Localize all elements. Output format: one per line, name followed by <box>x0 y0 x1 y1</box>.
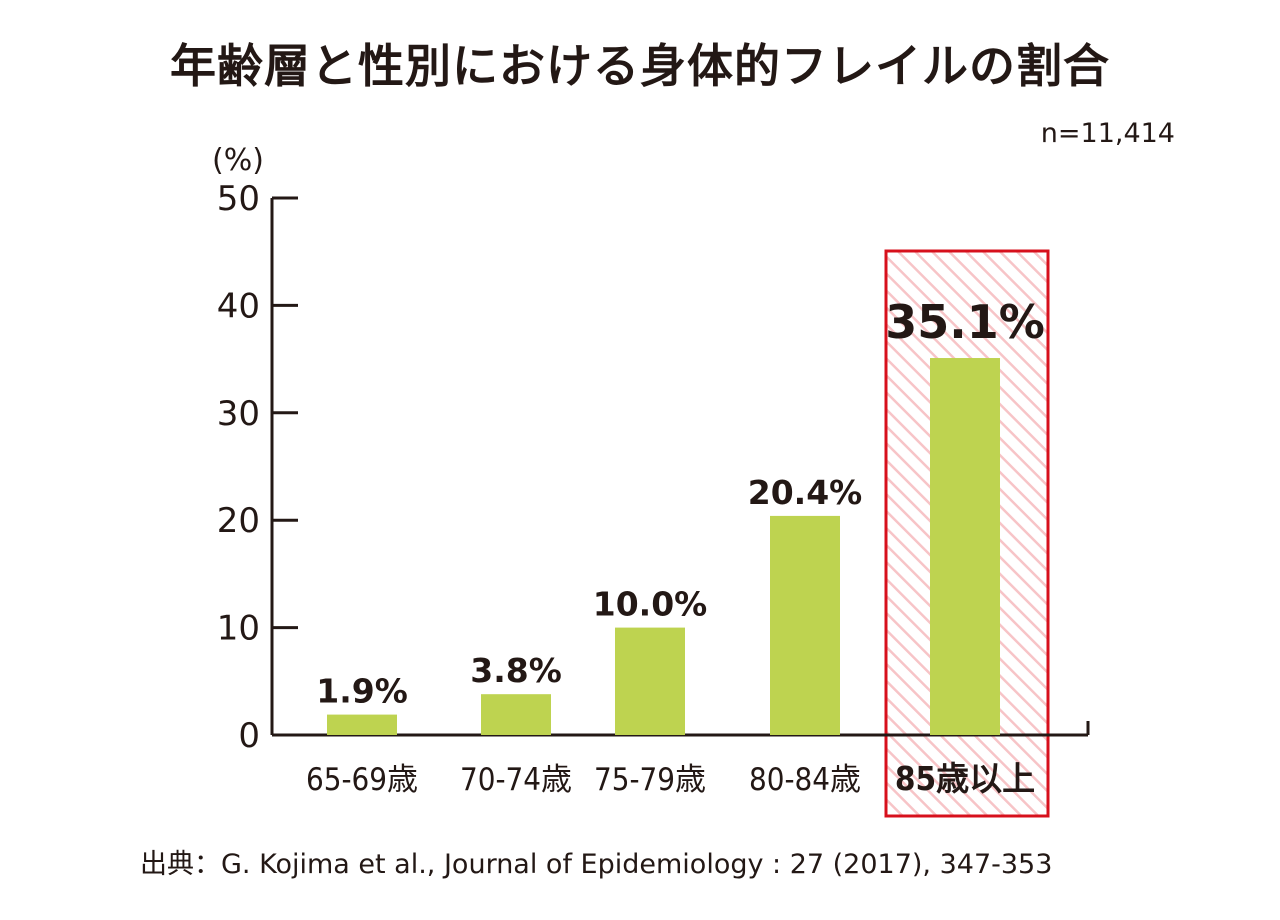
x-category-label: 70-74歳 <box>460 762 572 798</box>
x-category-label: 85歳以上 <box>895 759 1035 798</box>
bar <box>481 694 551 735</box>
x-category-label: 80-84歳 <box>749 762 861 798</box>
bar-value-label: 1.9% <box>316 672 408 711</box>
bar-layer <box>327 358 1000 735</box>
x-category-label: 65-69歳 <box>306 762 418 798</box>
chart-title: 年齢層と性別における身体的フレイルの割合 <box>170 39 1110 93</box>
bar-value-label: 20.4% <box>748 473 863 512</box>
y-tick-label: 10 <box>217 609 260 649</box>
sample-size-note: n=11,414 <box>1040 118 1175 149</box>
bar-value-label: 10.0% <box>593 585 708 624</box>
source-citation: 出典：G. Kojima et al., Journal of Epidemio… <box>140 849 1053 880</box>
bar <box>930 358 1000 735</box>
y-tick-label: 30 <box>217 394 260 434</box>
y-axis-unit-label: (%) <box>212 143 264 178</box>
y-tick-label: 50 <box>217 179 260 219</box>
bar <box>770 515 840 735</box>
bar-value-label: 35.1% <box>885 295 1045 349</box>
bar <box>327 714 397 735</box>
label-layer: 1.9% 65-69歳 3.8% 70-74歳 10.0% 75-79歳 20.4% 80-8… <box>306 295 1045 798</box>
y-tick-label: 40 <box>217 286 260 326</box>
y-tick-label: 0 <box>238 716 260 756</box>
y-tick-label: 20 <box>217 501 260 541</box>
x-category-label: 75-79歳 <box>594 762 706 798</box>
bar-value-label: 3.8% <box>470 651 562 690</box>
bar <box>615 627 685 735</box>
